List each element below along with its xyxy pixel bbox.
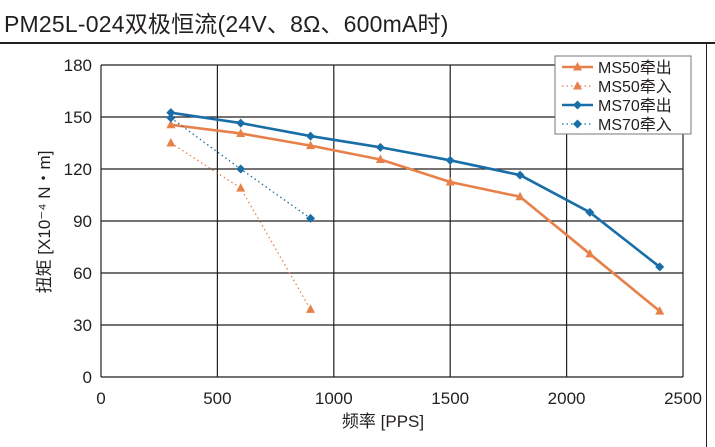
legend-item: MS50牵出	[562, 59, 672, 77]
legend-marker	[573, 119, 582, 129]
data-point	[166, 113, 176, 123]
x-tick-labels: 0 500 1000 1500 2000 2500	[96, 389, 702, 408]
legend-item: MS70牵入	[562, 116, 672, 134]
data-point	[375, 154, 385, 163]
data-point	[585, 248, 595, 258]
x-tick-label: 1000	[315, 389, 353, 408]
y-tick-label: 0	[83, 368, 92, 387]
data-point	[375, 142, 385, 152]
legend-item: MS70牵出	[562, 97, 672, 115]
title-divider	[0, 42, 715, 44]
data-point	[306, 140, 316, 150]
series-line	[170, 111, 661, 268]
x-tick-label: 500	[203, 389, 231, 408]
data-point	[445, 155, 455, 165]
data-point	[166, 119, 176, 129]
legend-marker	[573, 81, 582, 90]
chart-title: PM25L-024双极恒流(24V、8Ω、600mA时)	[4, 11, 449, 37]
data-point	[166, 108, 176, 118]
y-tick-label: 150	[64, 108, 92, 127]
y-tick-label: 30	[73, 316, 92, 335]
x-tick-label: 2500	[664, 389, 702, 408]
legend-label: MS50牵出	[598, 59, 672, 77]
y-tick-label: 120	[64, 160, 92, 179]
series-line	[170, 123, 661, 313]
x-tick-label: 1500	[431, 389, 469, 408]
y-tick-label: 60	[73, 264, 92, 283]
series-1	[166, 119, 665, 315]
x-axis-label: 频率 [PPS]	[342, 412, 424, 431]
legend-label: MS70牵出	[598, 97, 672, 115]
series-3	[166, 108, 665, 272]
y-tick-label: 180	[64, 56, 92, 75]
legend-marker	[573, 62, 582, 71]
y-tick-labels: 0 30 60 90 120 150 180	[64, 56, 92, 387]
data-point	[445, 177, 455, 186]
y-tick-label: 90	[73, 212, 92, 231]
data-point	[585, 207, 595, 217]
data-point	[655, 306, 665, 315]
data-point	[306, 131, 316, 141]
right-border	[706, 44, 707, 447]
series-4	[166, 113, 316, 223]
x-tick-label: 2000	[548, 389, 586, 408]
legend-marker	[573, 100, 582, 110]
x-tick-label: 0	[96, 389, 105, 408]
data-point	[236, 183, 246, 192]
data-point	[306, 304, 316, 313]
data-point	[515, 170, 525, 180]
data-point	[236, 118, 246, 128]
y-axis-label: 扭矩 [X10⁻⁴ N・m]	[35, 151, 54, 294]
data-point	[166, 138, 176, 147]
data-point	[236, 164, 246, 174]
series-layer	[166, 108, 665, 315]
series-line	[170, 142, 312, 310]
data-point	[306, 213, 316, 223]
legend-item: MS50牵入	[562, 78, 672, 96]
data-point	[236, 128, 246, 137]
legend-label: MS50牵入	[598, 78, 672, 96]
data-point	[515, 191, 525, 201]
data-point	[655, 262, 665, 272]
series-2	[166, 138, 316, 313]
legend-label: MS70牵入	[598, 116, 672, 134]
